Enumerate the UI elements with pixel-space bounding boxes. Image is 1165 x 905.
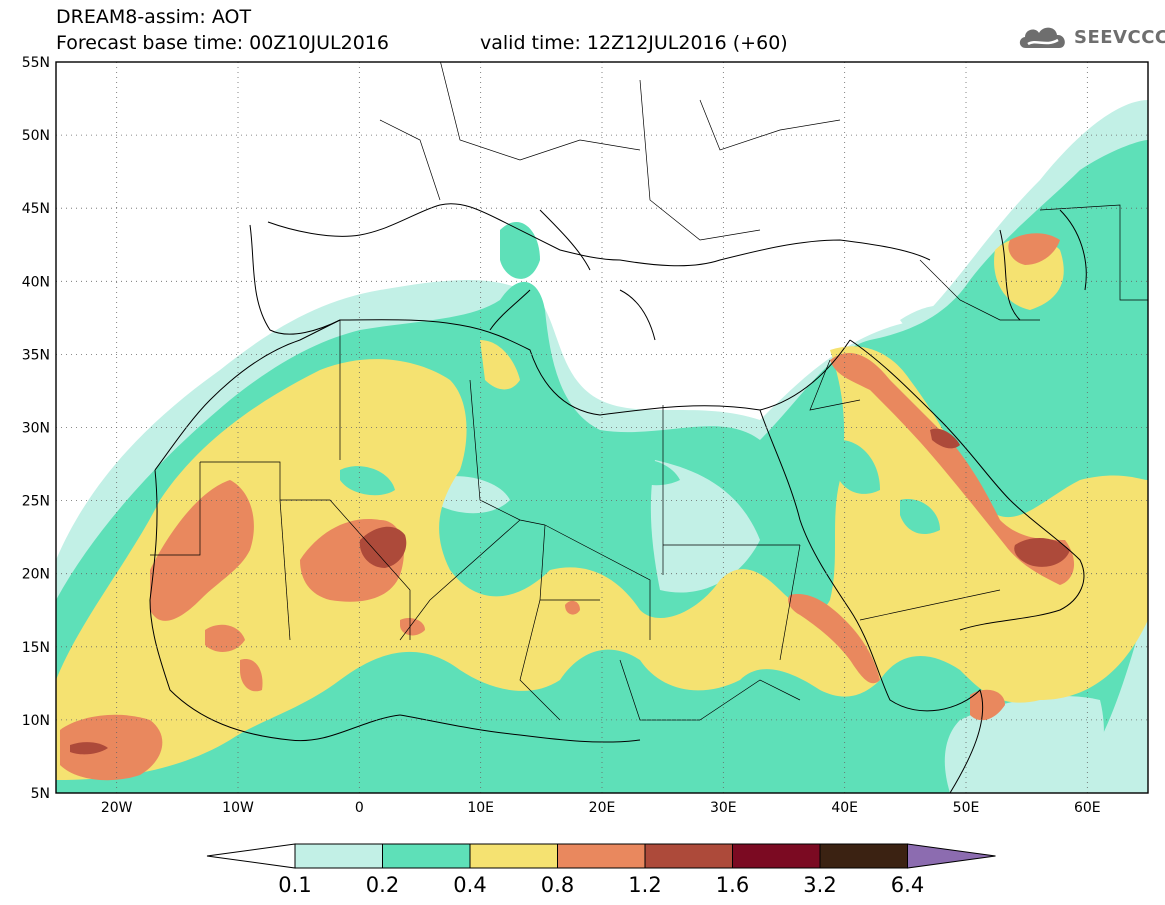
map-title: DREAM8-assim: AOT [56,6,252,28]
colorbar-segment [732,843,821,869]
colorbar-over [907,843,996,869]
lat-tick-label: 55N [22,55,50,71]
lon-tick-label: 30E [710,800,737,816]
lon-tick-label: 50E [953,800,980,816]
lon-tick-label: 10W [222,800,254,816]
valid-time: valid time: 12Z12JUL2016 (+60) [480,32,788,54]
colorbar-level-label: 1.2 [628,873,661,897]
lat-tick-label: 40N [22,274,50,290]
lon-tick-label: 60E [1074,800,1101,816]
colorbar-segment [469,843,558,869]
colorbar-level-label: 0.8 [541,873,574,897]
colorbar-level-label: 0.4 [453,873,486,897]
country-borders [150,62,1148,721]
lat-tick-label: 45N [22,201,50,217]
colorbar-under [206,843,296,869]
lat-tick-label: 25N [22,494,50,510]
lat-tick-label: 35N [22,347,50,363]
colorbar-level-label: 3.2 [803,873,836,897]
lat-tick-label: 20N [22,567,50,583]
colorbar-segment [382,843,471,869]
lat-tick-label: 50N [22,128,50,144]
aot-band-1.2 [70,428,1070,755]
lon-tick-label: 20W [101,800,133,816]
lat-tick-label: 10N [22,713,50,729]
seevccc-logo: SEEVCCC [1016,22,1165,52]
forecast-base-time: Forecast base time: 00Z10JUL2016 [56,32,389,54]
colorbar-segment [819,843,908,869]
colorbar-level-label: 0.2 [366,873,399,897]
colorbar-segment [294,843,383,869]
lon-tick-label: 40E [831,800,858,816]
grid [56,62,1148,793]
lat-tick-label: 30N [22,421,50,437]
longitude-axis: 20W 10W 0 10E 20E 30E 40E 50E 60E [101,800,1101,816]
aot-teal-islands [340,440,940,751]
colorbar [206,843,996,869]
colorbar-level-label: 0.1 [278,873,311,897]
aot-clear-patches [430,460,1104,793]
colorbar-segment [557,843,646,869]
colorbar-labels: 0.1 0.2 0.4 0.8 1.2 1.6 3.2 6.4 [278,873,924,897]
logo-text: SEEVCCC [1074,26,1165,48]
latitude-axis: 55N 50N 45N 40N 35N 30N 25N 20N 15N 10N 5N [22,55,50,802]
cloud-icon [1019,27,1065,48]
coastlines [149,203,1087,793]
map-frame [55,61,1149,794]
colorbar-level-label: 6.4 [891,873,924,897]
colorbar-level-label: 1.6 [716,873,749,897]
lon-tick-label: 20E [589,800,616,816]
lon-tick-label: 0 [355,800,364,816]
colorbar-segment [644,843,733,869]
lat-tick-label: 15N [22,640,50,656]
lat-tick-label: 5N [31,786,50,802]
lon-tick-label: 10E [467,800,494,816]
